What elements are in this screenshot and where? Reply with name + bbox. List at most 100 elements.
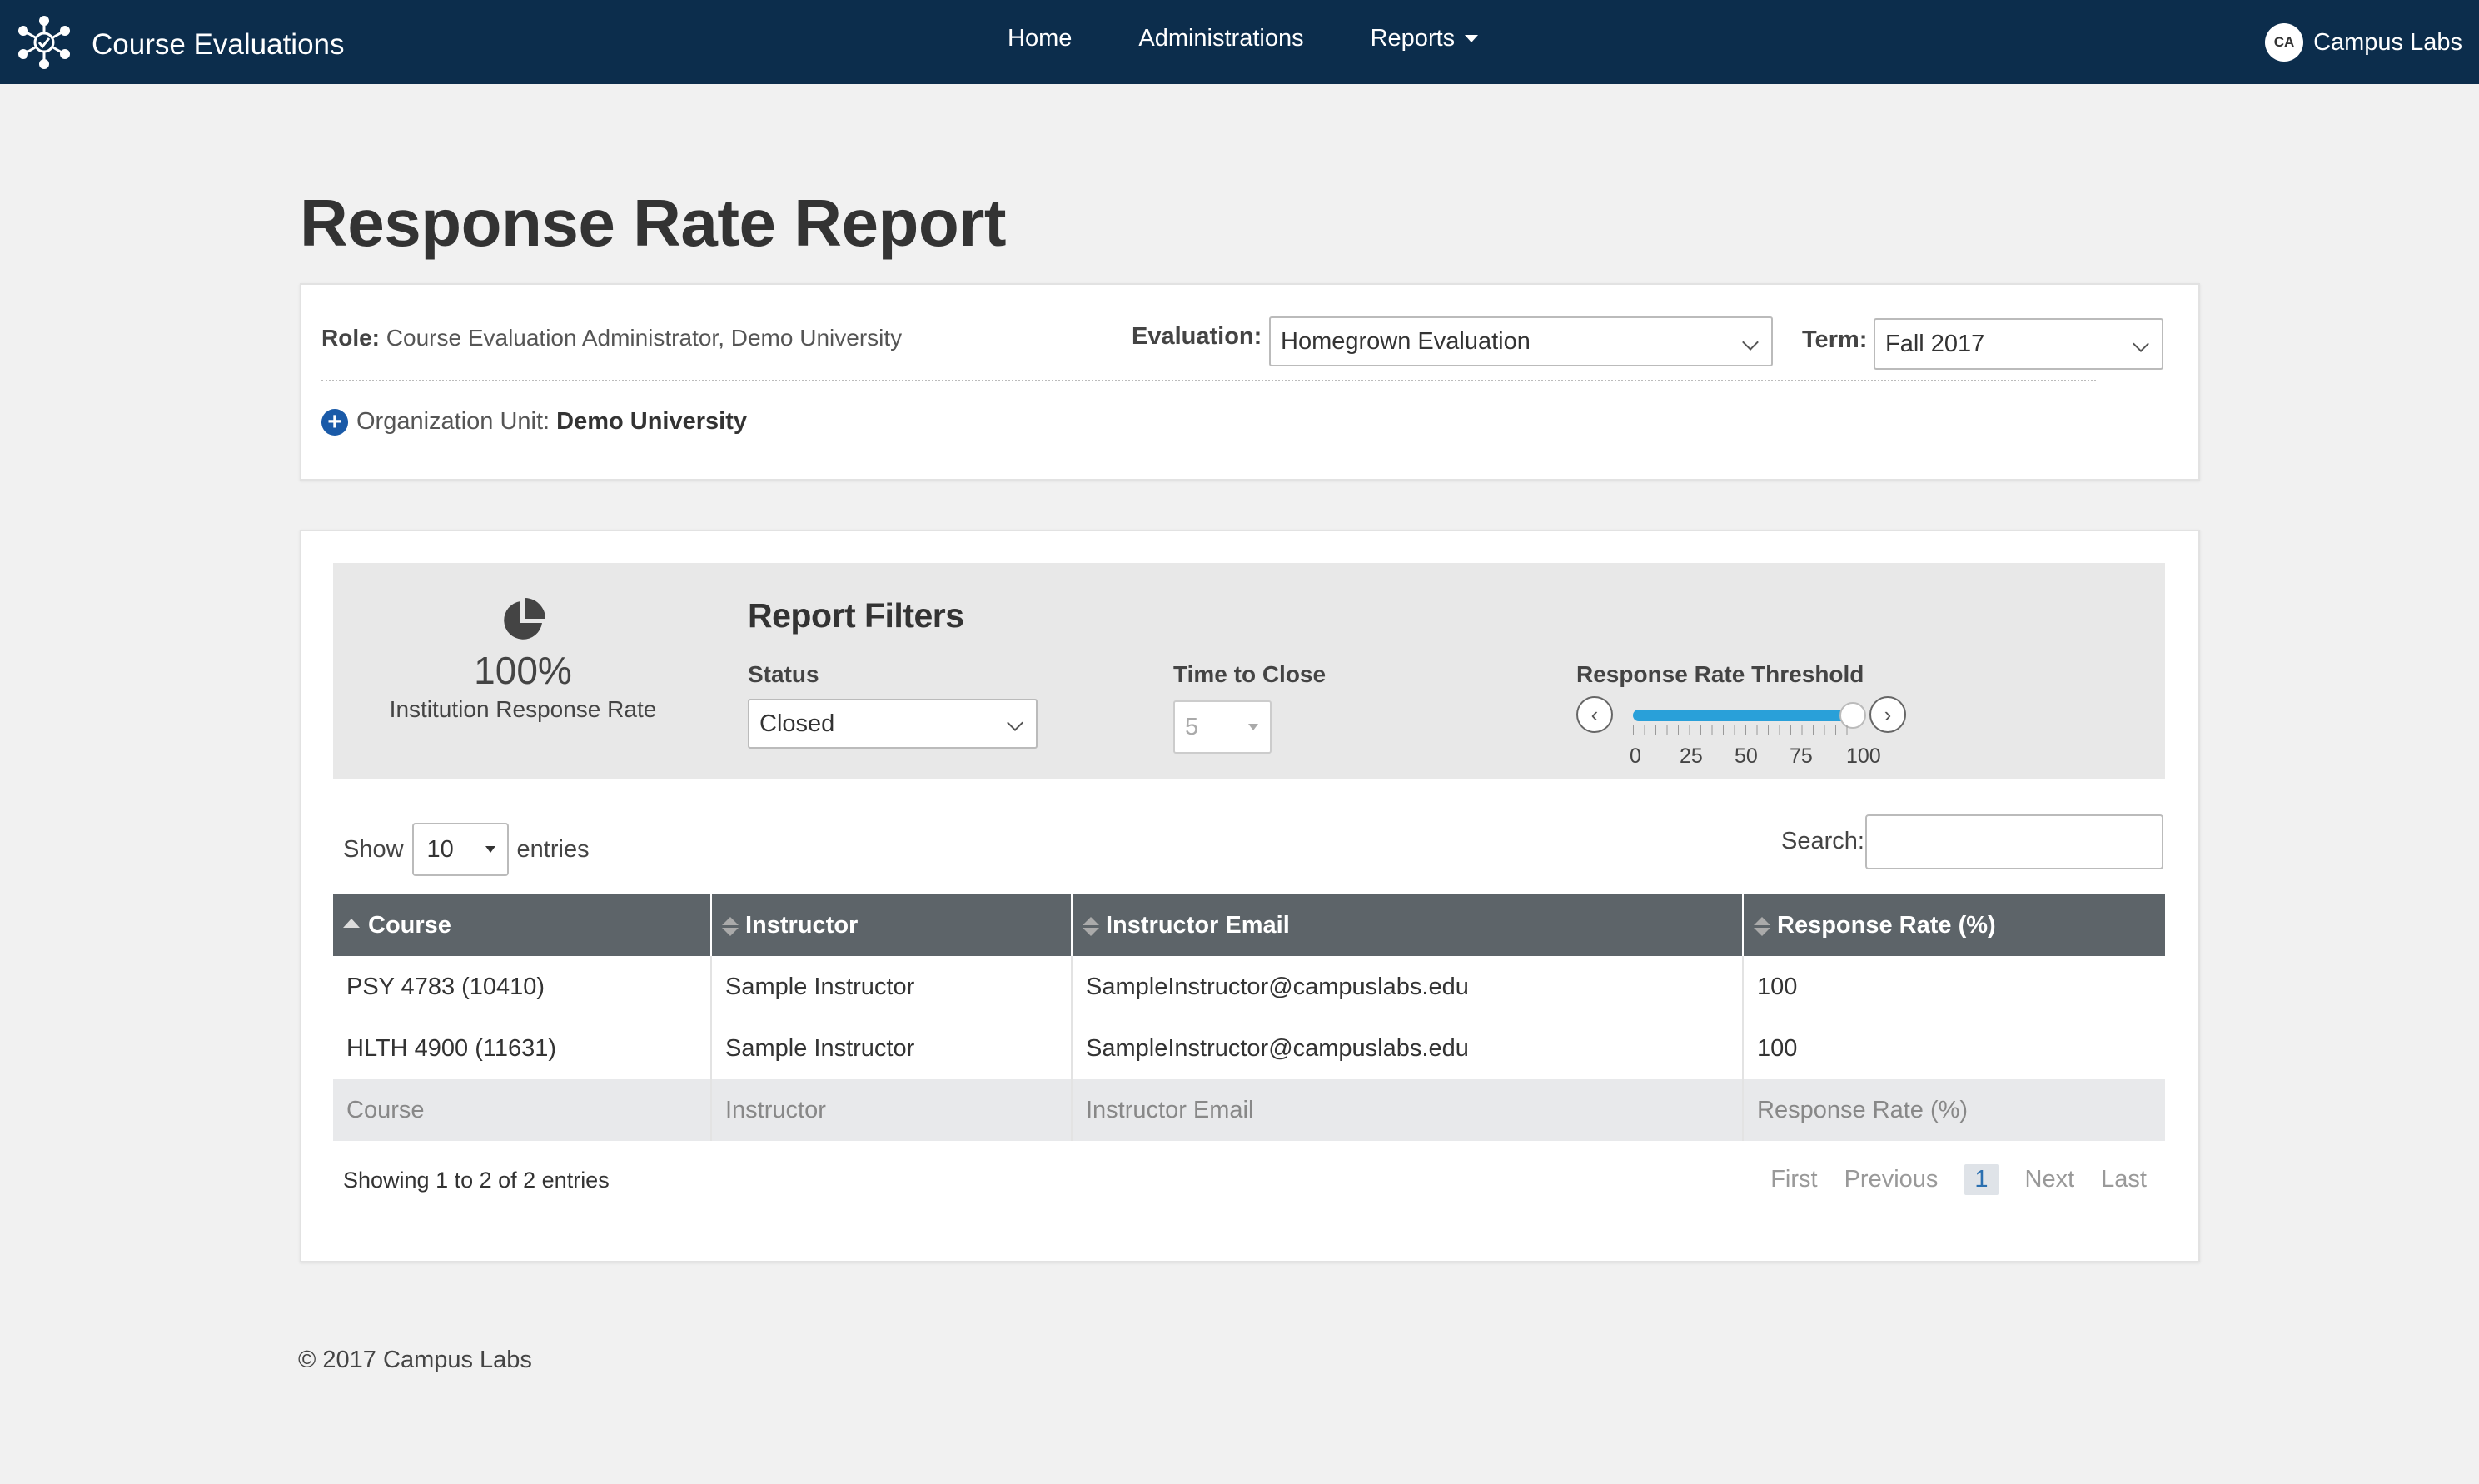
entries-label: entries <box>516 835 590 863</box>
chevron-down-icon <box>1007 715 1023 731</box>
cell-response-rate: 100 <box>1757 1034 1798 1062</box>
expand-plus-icon[interactable]: + <box>321 408 348 436</box>
search-input[interactable] <box>1865 814 2163 869</box>
show-entries: Show 10 entries <box>343 823 590 876</box>
report-panel: 100% Institution Response Rate Report Fi… <box>300 530 2200 1262</box>
evaluation-label: Evaluation: <box>1132 323 1262 350</box>
chevron-left-icon[interactable]: ‹ <box>1576 696 1613 733</box>
filters-title: Report Filters <box>748 596 964 635</box>
org-value: Demo University <box>556 408 747 435</box>
footer-response-rate: Response Rate (%) <box>1743 1079 2165 1141</box>
evaluation-select-value: Homegrown Evaluation <box>1281 327 1531 355</box>
app-logo-icon <box>15 15 73 74</box>
nav-administrations[interactable]: Administrations <box>1138 25 1304 52</box>
column-header-label: Course <box>368 911 451 939</box>
evaluation-select[interactable]: Homegrown Evaluation <box>1269 316 1773 366</box>
term-label: Term: <box>1802 326 1868 353</box>
time-to-close-label: Time to Close <box>1173 661 1327 687</box>
column-header-label: Instructor <box>745 911 859 939</box>
threshold-slider[interactable]: ‹ › 0 25 50 75 100 <box>1576 696 1943 788</box>
cell-course: HLTH 4900 (11631) <box>333 1018 712 1079</box>
column-header-instructor[interactable]: Instructor <box>711 894 1073 956</box>
show-label: Show <box>343 835 404 863</box>
column-header-label: Response Rate (%) <box>1777 911 1996 939</box>
pagination-page-1[interactable]: 1 <box>1964 1164 1999 1195</box>
column-header-course[interactable]: Course <box>333 894 712 956</box>
nav-home[interactable]: Home <box>1008 25 1073 52</box>
institution-rate: 100% Institution Response Rate <box>381 596 665 723</box>
status-label: Status <box>748 661 819 687</box>
page-length-value: 10 <box>426 835 454 863</box>
sort-icon <box>1083 916 1099 936</box>
top-navbar: Course Evaluations Home Administrations … <box>0 0 2479 84</box>
cell-instructor: Sample Instructor <box>711 1018 1073 1079</box>
cell-course: PSY 4783 (10410) <box>333 956 712 1018</box>
organization-unit: + Organization Unit: Demo University <box>321 408 747 436</box>
sort-icon <box>1754 916 1770 936</box>
status-select-value: Closed <box>759 710 835 737</box>
app-title: Course Evaluations <box>92 27 345 61</box>
cell-instructor: Sample Instructor <box>711 956 1073 1018</box>
pagination: First Previous 1 Next Last <box>1744 1164 2147 1195</box>
chevron-down-icon <box>1742 334 1759 351</box>
tick-label: 100 <box>1846 744 1881 768</box>
tick-label: 75 <box>1790 744 1813 768</box>
caret-down-icon <box>1248 724 1258 730</box>
threshold-label: Response Rate Threshold <box>1576 661 1864 687</box>
sort-asc-icon <box>343 919 360 929</box>
time-to-close-value: 5 <box>1185 713 1199 740</box>
slider-track <box>1633 710 1849 721</box>
divider <box>321 380 2096 381</box>
pagination-last[interactable]: Last <box>2101 1166 2147 1193</box>
tick-label: 0 <box>1630 744 1641 768</box>
response-rate-table: Course Instructor Instructor Email Respo… <box>333 894 2165 1141</box>
role-info: Role: Course Evaluation Administrator, D… <box>321 325 902 351</box>
context-panel: Role: Course Evaluation Administrator, D… <box>300 283 2200 481</box>
footer-instructor: Instructor <box>711 1079 1073 1141</box>
tick-label: 25 <box>1680 744 1703 768</box>
caret-down-icon <box>485 846 495 853</box>
column-header-response-rate[interactable]: Response Rate (%) <box>1743 894 2165 956</box>
column-header-label: Instructor Email <box>1106 911 1290 939</box>
tick-label: 50 <box>1735 744 1758 768</box>
cell-email: SampleInstructor@campuslabs.edu <box>1072 1018 1744 1079</box>
main-nav: Home Administrations Reports <box>1008 25 1545 52</box>
caret-down-icon <box>1465 35 1479 42</box>
filter-bar: 100% Institution Response Rate Report Fi… <box>333 563 2165 779</box>
term-select[interactable]: Fall 2017 <box>1874 318 2163 370</box>
cell-response-rate: 100 <box>1757 973 1798 1000</box>
table-row: HLTH 4900 (11631) Sample Instructor Samp… <box>333 1018 2165 1079</box>
slider-ticks <box>1633 725 1858 735</box>
table-header-row: Course Instructor Instructor Email Respo… <box>333 894 2165 956</box>
page-length-select[interactable]: 10 <box>411 823 509 876</box>
table-footer-row: Course Instructor Instructor Email Respo… <box>333 1079 2165 1141</box>
chevron-down-icon <box>2133 336 2149 352</box>
footer-email: Instructor Email <box>1072 1079 1744 1141</box>
institution-rate-label: Institution Response Rate <box>389 696 657 722</box>
search-label: Search: <box>1781 828 1864 854</box>
table-info: Showing 1 to 2 of 2 entries <box>343 1168 610 1193</box>
time-to-close-select[interactable]: 5 <box>1173 700 1272 754</box>
status-select[interactable]: Closed <box>748 699 1038 749</box>
nav-reports[interactable]: Reports <box>1371 25 1479 52</box>
nav-reports-label: Reports <box>1370 25 1456 52</box>
brand[interactable]: Course Evaluations <box>15 15 345 74</box>
pagination-next[interactable]: Next <box>2024 1166 2075 1193</box>
chevron-right-icon[interactable]: › <box>1869 696 1906 733</box>
pagination-first[interactable]: First <box>1770 1166 1818 1193</box>
page-footer: © 2017 Campus Labs <box>298 1347 532 1373</box>
term-select-value: Fall 2017 <box>1885 330 1985 357</box>
org-label: Organization Unit: <box>356 408 550 435</box>
user-name: Campus Labs <box>2313 28 2462 56</box>
pagination-previous[interactable]: Previous <box>1844 1166 1939 1193</box>
user-menu[interactable]: CA Campus Labs <box>2265 23 2462 62</box>
avatar: CA <box>2265 23 2304 62</box>
page-title: Response Rate Report <box>300 186 1006 260</box>
sort-icon <box>722 916 739 936</box>
footer-course: Course <box>333 1079 712 1141</box>
role-label: Role: <box>321 325 380 351</box>
role-value: Course Evaluation Administrator, Demo Un… <box>386 325 903 351</box>
column-header-email[interactable]: Instructor Email <box>1072 894 1744 956</box>
pie-chart-icon <box>504 598 545 640</box>
table-row: PSY 4783 (10410) Sample Instructor Sampl… <box>333 956 2165 1018</box>
